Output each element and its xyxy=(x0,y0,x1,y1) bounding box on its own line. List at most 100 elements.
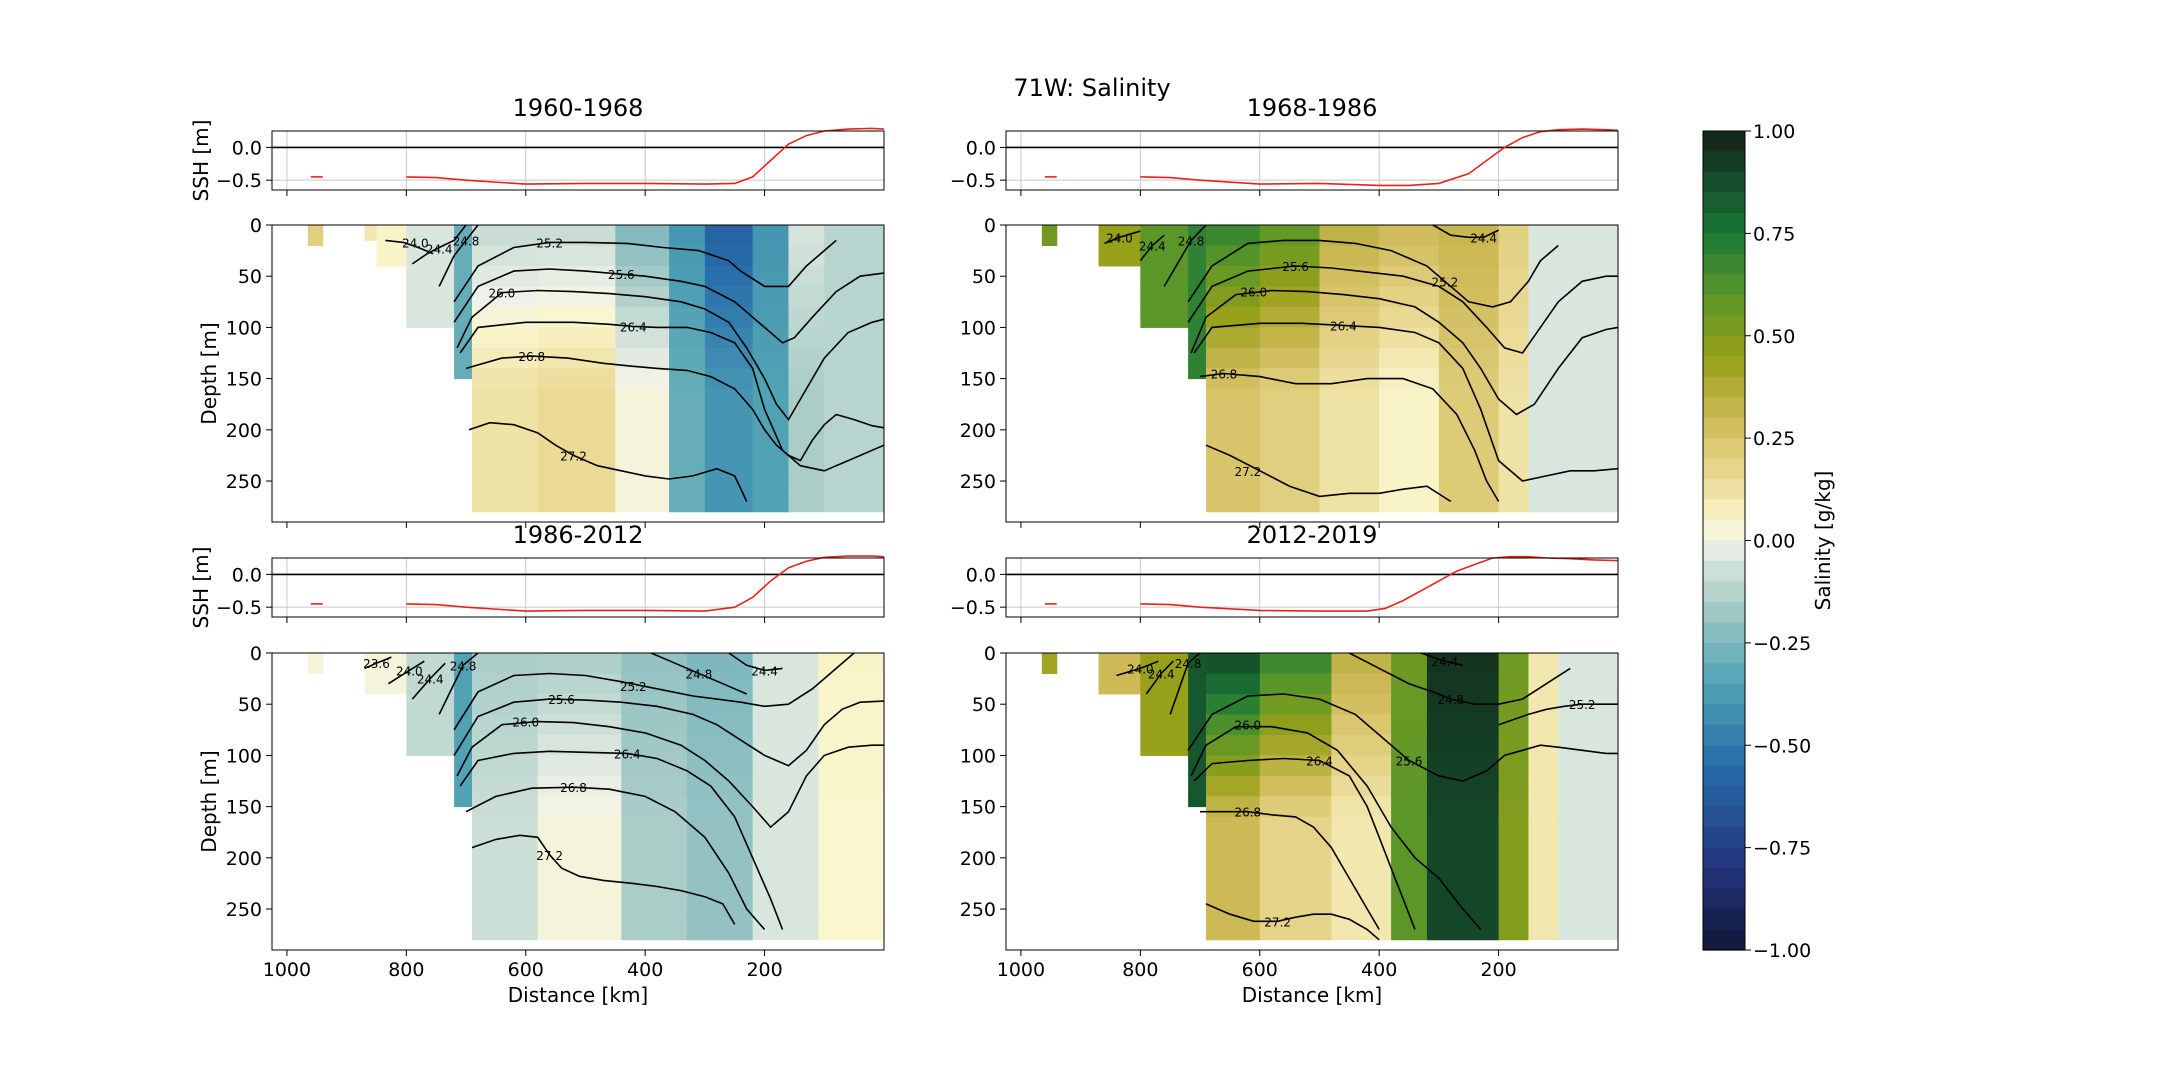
anomaly-cell xyxy=(1498,225,1529,246)
anomaly-cell xyxy=(1391,919,1428,941)
anomaly-cell xyxy=(1426,653,1500,674)
anomaly-cell xyxy=(615,470,670,492)
anomaly-cell xyxy=(615,388,670,410)
anomaly-cell xyxy=(1426,673,1500,695)
anomaly-cell xyxy=(472,919,539,941)
depth-ytick-label: 200 xyxy=(960,420,996,442)
anomaly-cell xyxy=(537,327,616,349)
anomaly-cell xyxy=(454,714,473,736)
depth-ytick-label: 150 xyxy=(226,797,262,819)
depth-ytick-label: 0 xyxy=(250,215,262,237)
anomaly-cell xyxy=(615,491,670,513)
ssh-ytick-label: 0.0 xyxy=(966,564,996,586)
colorbar-bin xyxy=(1703,520,1745,542)
anomaly-cell xyxy=(752,265,789,287)
anomaly-cell xyxy=(1528,693,1559,715)
anomaly-cell xyxy=(1259,878,1332,900)
anomaly-cell xyxy=(1041,653,1058,674)
isopycnal-line xyxy=(438,224,479,287)
anomaly-cell xyxy=(752,755,819,777)
anomaly-cell xyxy=(669,347,706,369)
colorbar-bin xyxy=(1703,683,1745,705)
colorbar-bin xyxy=(1703,499,1745,521)
anomaly-cell xyxy=(704,470,754,492)
colorbar-bin xyxy=(1703,192,1745,214)
anomaly-cell xyxy=(472,225,539,246)
anomaly-cell xyxy=(454,673,473,695)
ssh-ytick-label: 0.0 xyxy=(232,137,262,159)
panel-title: 2012-2019 xyxy=(1247,521,1378,549)
anomaly-cell xyxy=(1140,714,1189,736)
depth-axes: 24.024.424.8 24.424.8 25.225.626.026.426.8… xyxy=(960,643,1619,1007)
depth-ytick-label: 150 xyxy=(960,797,996,819)
anomaly-cell xyxy=(621,755,688,777)
anomaly-cell xyxy=(1528,878,1559,900)
anomaly-cell xyxy=(1331,693,1392,715)
isopycnal-label: 24.4 xyxy=(1431,655,1458,669)
isopycnal-label: 24.4 xyxy=(426,243,453,257)
anomaly-cell xyxy=(1206,755,1261,777)
anomaly-cell xyxy=(1528,450,1619,472)
anomaly-cell xyxy=(472,816,539,838)
anomaly-cell xyxy=(1188,347,1207,369)
anomaly-cell xyxy=(1319,286,1380,308)
anomaly-cell xyxy=(1331,857,1392,879)
anomaly-cell xyxy=(615,347,670,369)
ssh-ytick-label: 0.0 xyxy=(232,564,262,586)
depth-ytick-label: 50 xyxy=(238,694,262,716)
ssh-axes: 0.0 −0.5 xyxy=(950,128,1619,196)
anomaly-cell xyxy=(824,225,885,246)
anomaly-cell xyxy=(537,470,616,492)
anomaly-cell xyxy=(1379,429,1440,451)
anomaly-cell xyxy=(669,225,706,246)
anomaly-cell xyxy=(1259,653,1332,674)
isopycnal-label: 26.8 xyxy=(560,781,587,795)
anomaly-cell xyxy=(824,306,885,328)
isopycnal-label: 25.2 xyxy=(620,680,647,694)
anomaly-cell xyxy=(1438,225,1500,246)
anomaly-cell xyxy=(406,693,455,715)
isopycnal-line xyxy=(453,698,885,767)
colorbar-bin xyxy=(1703,929,1745,951)
anomaly-cell xyxy=(1379,388,1440,410)
anomaly-cell xyxy=(1140,265,1189,287)
anomaly-cell xyxy=(1319,265,1380,287)
anomaly-cell xyxy=(537,368,616,390)
xtick-label: 200 xyxy=(746,959,782,981)
anomaly-cell xyxy=(752,734,819,756)
anomaly-cell xyxy=(1379,450,1440,472)
anomaly-cell xyxy=(1498,409,1529,431)
anomaly-cell xyxy=(1188,714,1207,736)
anomaly-cell xyxy=(621,714,688,736)
anomaly-cell xyxy=(752,225,789,246)
anomaly-cell xyxy=(1498,919,1529,941)
anomaly-cell xyxy=(669,265,706,287)
isopycnal-line xyxy=(438,652,479,715)
anomaly-cell xyxy=(752,450,789,472)
colorbar-tick-label: 0.75 xyxy=(1753,223,1795,245)
anomaly-cell xyxy=(686,734,754,756)
anomaly-cell xyxy=(472,409,539,431)
anomaly-cell xyxy=(472,450,539,472)
anomaly-cell xyxy=(1528,919,1559,941)
isopycnal-line xyxy=(453,239,837,303)
anomaly-cell xyxy=(472,327,539,349)
isopycnal-line xyxy=(1187,693,1618,782)
anomaly-cell xyxy=(1319,327,1380,349)
panel-1968-1986: 1968-1986 0.0 −0.5 24.0 24.4 24.8 24.4 25.2 25.6… xyxy=(950,94,1619,528)
anomaly-cell xyxy=(1188,368,1207,380)
isopycnal-line xyxy=(1187,239,1559,308)
anomaly-cell xyxy=(1528,245,1619,267)
isopycnal-line xyxy=(650,652,748,695)
ssh-frame xyxy=(271,557,885,618)
isopycnal-label: 27.2 xyxy=(560,449,587,463)
colorbar-tick-label: −0.50 xyxy=(1753,735,1811,757)
anomaly-cell xyxy=(537,653,622,674)
anomaly-cell xyxy=(1098,653,1141,674)
anomaly-cell xyxy=(1098,673,1141,695)
anomaly-cell xyxy=(1379,409,1440,431)
anomaly-cell xyxy=(704,306,754,328)
isopycnal-line xyxy=(1139,234,1165,262)
